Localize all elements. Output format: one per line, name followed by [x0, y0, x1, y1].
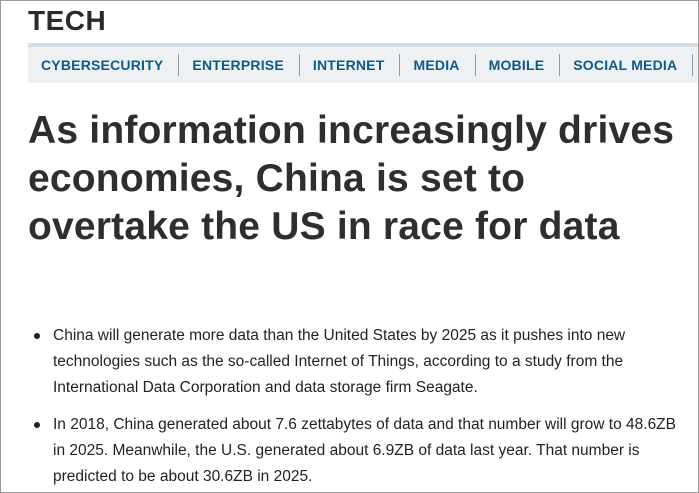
nav-item-mobile[interactable]: MOBILE [476, 47, 561, 83]
bullet-icon [34, 422, 40, 428]
section-title[interactable]: TECH [28, 5, 107, 36]
key-point: In 2018, China generated about 7.6 zetta… [28, 412, 688, 490]
nav-divider [474, 54, 476, 76]
key-point-text: In 2018, China generated about 7.6 zetta… [53, 416, 676, 485]
nav-item-label: MOBILE [488, 57, 545, 73]
nav-item-social-media[interactable]: SOCIAL MEDIA [560, 47, 694, 83]
nav-item-media[interactable]: MEDIA [400, 47, 476, 83]
nav-item-enterprise[interactable]: ENTERPRISE [179, 47, 300, 83]
nav-item-cybersecurity[interactable]: CYBERSECURITY [28, 47, 180, 83]
nav-divider [692, 54, 694, 76]
nav-divider [559, 54, 561, 76]
nav-item-internet[interactable]: INTERNET [300, 47, 401, 83]
nav-divider [298, 54, 300, 76]
nav-item-label: INTERNET [312, 57, 385, 73]
nav-divider [178, 54, 180, 76]
nav-item-label: CYBERSECURITY [41, 57, 164, 73]
key-point-text: China will generate more data than the U… [53, 327, 626, 396]
nav-item-label: ENTERPRISE [192, 57, 284, 73]
article-headline: As information increasingly drives econo… [28, 109, 675, 248]
nav-item-label: SOCIAL MEDIA [573, 57, 678, 73]
nav-divider [399, 54, 401, 76]
bullet-icon [34, 333, 40, 339]
key-point: China will generate more data than the U… [28, 323, 688, 401]
sub-navigation: CYBERSECURITY ENTERPRISE INTERNET MEDIA … [28, 43, 698, 83]
nav-item-label: MEDIA [413, 57, 460, 73]
key-points-list: China will generate more data than the U… [28, 323, 688, 492]
